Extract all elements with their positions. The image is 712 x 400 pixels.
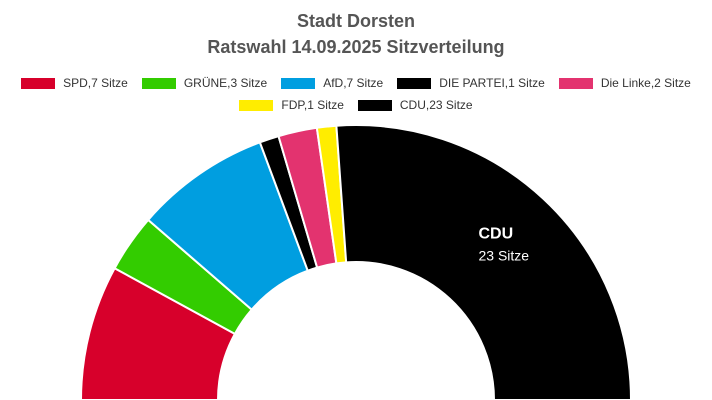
legend-label: AfD,7 Sitze xyxy=(323,76,384,90)
legend-item-fdp[interactable]: FDP,1 Sitze xyxy=(239,98,344,112)
legend-item-die-linke[interactable]: Die Linke,2 Sitze xyxy=(558,76,691,90)
legend-swatch xyxy=(141,77,176,89)
slice-label-name: CDU xyxy=(479,226,514,243)
legend-swatch xyxy=(558,77,593,89)
legend-item-cdu[interactable]: CDU,23 Sitze xyxy=(357,98,473,112)
legend-label: GRÜNE,3 Sitze xyxy=(183,76,268,90)
legend-label: Die Linke,2 Sitze xyxy=(600,76,691,90)
legend-swatch xyxy=(239,99,274,111)
legend-item-spd[interactable]: SPD,7 Sitze xyxy=(21,76,128,90)
chart-subtitle: Ratswahl 14.09.2025 Sitzverteilung xyxy=(207,37,505,57)
legend-swatch xyxy=(397,77,432,89)
legend-swatch xyxy=(281,77,316,89)
chart-title: Stadt Dorsten xyxy=(296,11,415,31)
legend-item-gruene[interactable]: GRÜNE,3 Sitze xyxy=(141,76,268,90)
legend-item-die-partei[interactable]: DIE PARTEI,1 Sitze xyxy=(397,76,545,90)
slice-cdu[interactable] xyxy=(335,124,633,400)
slice-label-seats: 23 Sitze xyxy=(479,248,530,264)
legend-label: DIE PARTEI,1 Sitze xyxy=(439,76,545,90)
legend-label: FDP,1 Sitze xyxy=(281,98,344,112)
chart-header: Stadt Dorsten Ratswahl 14.09.2025 Sitzve… xyxy=(0,8,712,60)
legend-swatch xyxy=(21,77,56,89)
legend-row-1: SPD,7 Sitze GRÜNE,3 Sitze AfD,7 Sitze DIE P… xyxy=(0,76,712,90)
legend-label: SPD,7 Sitze xyxy=(63,76,128,90)
legend-row-2: FDP,1 Sitze CDU,23 Sitze xyxy=(0,98,712,112)
legend-swatch xyxy=(357,99,392,111)
legend-item-afd[interactable]: AfD,7 Sitze xyxy=(281,76,383,90)
legend-label: CDU,23 Sitze xyxy=(399,98,473,112)
